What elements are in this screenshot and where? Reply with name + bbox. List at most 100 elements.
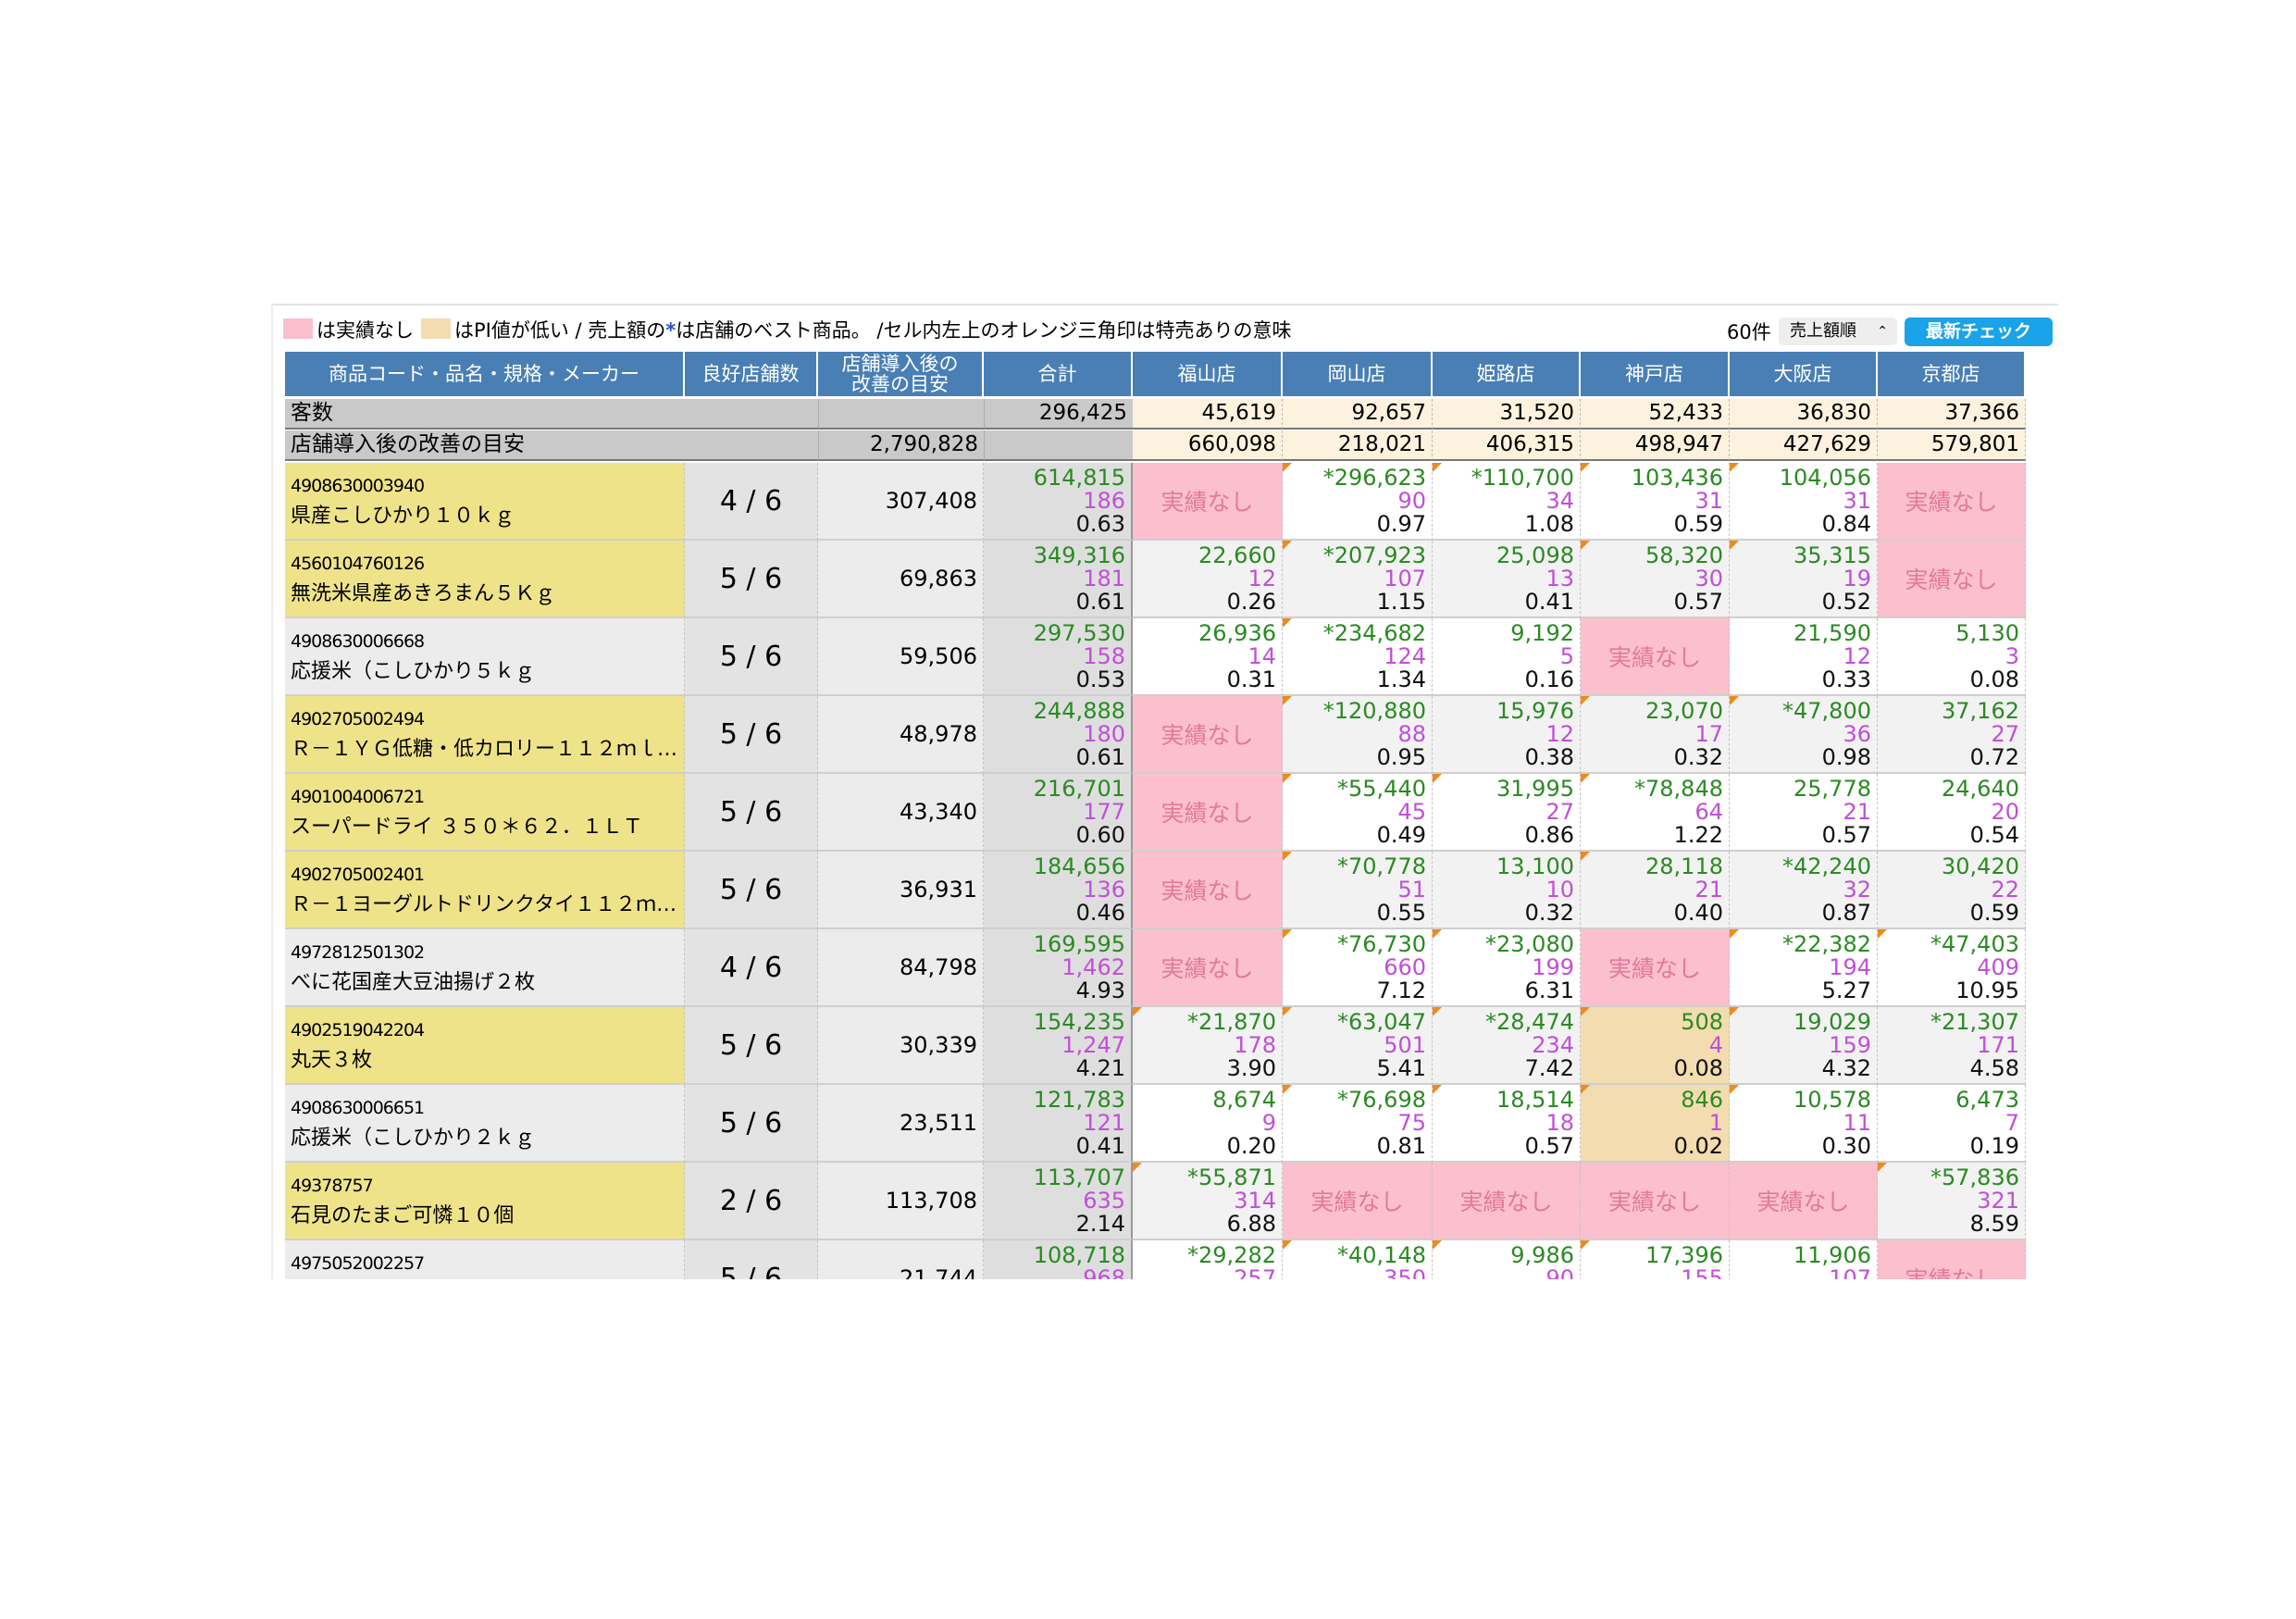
special-sale-mark	[1133, 1007, 1142, 1016]
cell-count: 4	[1708, 1032, 1723, 1058]
column-header: 合計	[984, 352, 1133, 396]
cell-sales: *78,848	[1634, 776, 1723, 802]
legend-low-pi: はPI値が低い / 売上額の	[454, 319, 666, 342]
product-name-cell: 49378757 石見のたまご可憐１０個	[285, 1163, 685, 1240]
cell-sales: *110,700	[1471, 465, 1574, 491]
product-name: 応援米（こしひかり５ｋｇ	[291, 660, 536, 683]
sort-select[interactable]: 売上額順 ⌃	[1779, 318, 1897, 345]
store-cell: 35,315 19 0.52	[1730, 541, 1878, 618]
no-data-cell: 実績なし	[1133, 929, 1283, 1007]
column-header: 商品コード・品名・規格・メーカー	[285, 352, 685, 396]
cell-count: 409	[1977, 954, 2019, 980]
store-cell: 17,396 155	[1581, 1240, 1730, 1279]
legend-no-data: は実績なし	[316, 319, 414, 342]
store-cell: 10,578 11 0.30	[1730, 1085, 1878, 1163]
no-data-cell: 実績なし	[1433, 1163, 1581, 1240]
cell-sales: *55,871	[1187, 1164, 1276, 1190]
summary-store-cell: 660,098	[1133, 430, 1283, 461]
product-name: 丸天３枚	[291, 1049, 373, 1072]
cell-pi: 0.55	[1376, 900, 1426, 926]
cell-sales: 17,396	[1645, 1242, 1723, 1268]
summary-store-cell: 36,830	[1730, 399, 1878, 430]
cell-count: 314	[1234, 1188, 1276, 1214]
special-sale-mark	[1283, 1007, 1292, 1016]
cell-count: 9	[1261, 1110, 1276, 1136]
special-sale-mark	[1283, 929, 1292, 939]
good-store-count: 5 / 6	[685, 774, 818, 852]
cell-sales: 8,674	[1212, 1087, 1276, 1113]
cell-pi: 4.21	[1075, 1055, 1125, 1081]
cell-count: 257	[1234, 1265, 1276, 1280]
cell-count: 180	[1083, 721, 1125, 747]
special-sale-mark	[1581, 1007, 1590, 1016]
special-sale-mark	[1581, 1085, 1590, 1094]
cell-count: 10	[1545, 877, 1574, 903]
cell-sales: 15,976	[1496, 698, 1574, 724]
cell-pi: 0.53	[1075, 666, 1125, 692]
cell-pi: 0.97	[1376, 511, 1426, 537]
cell-pi: 0.08	[1969, 666, 2019, 692]
summary-store-cell: 45,619	[1133, 399, 1283, 430]
special-sale-mark	[1581, 852, 1590, 861]
cell-count: 159	[1829, 1032, 1871, 1058]
cell-pi: 6.88	[1226, 1211, 1276, 1237]
good-store-count: 5 / 6	[685, 696, 818, 774]
no-data-cell: 実績なし	[1581, 929, 1730, 1007]
summary-store-cell: 579,801	[1878, 430, 2026, 461]
cell-pi: 4.32	[1821, 1055, 1871, 1081]
cell-count: 12	[1843, 643, 1871, 669]
cell-sales: 297,530	[1033, 620, 1125, 646]
target: 48,978	[818, 696, 984, 774]
cell-pi: 0.63	[1075, 511, 1125, 537]
no-data-cell: 実績なし	[1878, 1240, 2026, 1279]
cell-sales: *63,047	[1337, 1009, 1426, 1035]
special-sale-mark	[1283, 774, 1292, 783]
column-header: 良好店舗数	[685, 352, 818, 396]
cell-sales: *42,240	[1782, 853, 1871, 879]
store-cell: 22,660 12 0.26	[1133, 541, 1283, 618]
column-header: 店舗導入後の 改善の目安	[818, 352, 984, 396]
cell-sales: 35,315	[1793, 542, 1871, 568]
no-data-cell: 実績なし	[1133, 852, 1283, 929]
total-cell: 113,707 635 2.14	[984, 1163, 1133, 1240]
cell-pi: 0.57	[1673, 589, 1723, 615]
cell-pi: 0.61	[1075, 744, 1125, 770]
good-store-count: 2 / 6	[685, 1163, 818, 1240]
sort-label: 売上額順	[1790, 321, 1856, 341]
cell-count: 1,247	[1061, 1032, 1125, 1058]
cell-sales: *47,800	[1782, 698, 1871, 724]
cell-count: 21	[1843, 799, 1871, 825]
no-data-cell: 実績なし	[1283, 1163, 1433, 1240]
cell-pi: 0.57	[1821, 822, 1871, 848]
store-cell: *63,047 501 5.41	[1283, 1007, 1433, 1085]
no-data-cell: 実績なし	[1730, 1163, 1878, 1240]
cell-sales: *207,923	[1322, 542, 1426, 568]
cell-sales: 103,436	[1631, 465, 1723, 491]
store-cell: *120,880 88 0.95	[1283, 696, 1433, 774]
cell-count: 194	[1829, 954, 1871, 980]
store-cell: *296,623 90 0.97	[1283, 463, 1433, 541]
special-sale-mark	[1283, 541, 1292, 550]
store-header: 神戸店	[1581, 352, 1730, 396]
cell-pi: 0.16	[1524, 666, 1574, 692]
special-sale-mark	[1433, 463, 1442, 472]
cell-pi: 0.61	[1075, 589, 1125, 615]
table-panel: 商品コード・品名・規格・メーカー 良好店舗数 店舗導入後の 改善の目安 合計 福山店 岡山…	[271, 304, 2058, 1279]
good-store-count: 4 / 6	[685, 929, 818, 1007]
cell-count: 21	[1694, 877, 1723, 903]
cell-sales: 23,070	[1645, 698, 1723, 724]
cell-pi: 1.22	[1673, 822, 1723, 848]
cell-pi: 0.32	[1524, 900, 1574, 926]
summary-label: 客数	[285, 399, 818, 430]
refresh-button[interactable]: 最新チェック	[1905, 318, 2053, 346]
special-sale-mark	[1433, 1240, 1442, 1250]
no-data-cell: 実績なし	[1878, 463, 2026, 541]
special-sale-mark	[1730, 1007, 1739, 1016]
product-name-cell: 4908630006668 応援米（こしひかり５ｋｇ	[285, 618, 685, 696]
cell-count: 181	[1083, 566, 1125, 592]
cell-count: 30	[1694, 566, 1723, 592]
cell-count: 20	[1991, 799, 2019, 825]
cell-count: 64	[1694, 799, 1723, 825]
cell-sales: 28,118	[1645, 853, 1723, 879]
store-cell: *207,923 107 1.15	[1283, 541, 1433, 618]
